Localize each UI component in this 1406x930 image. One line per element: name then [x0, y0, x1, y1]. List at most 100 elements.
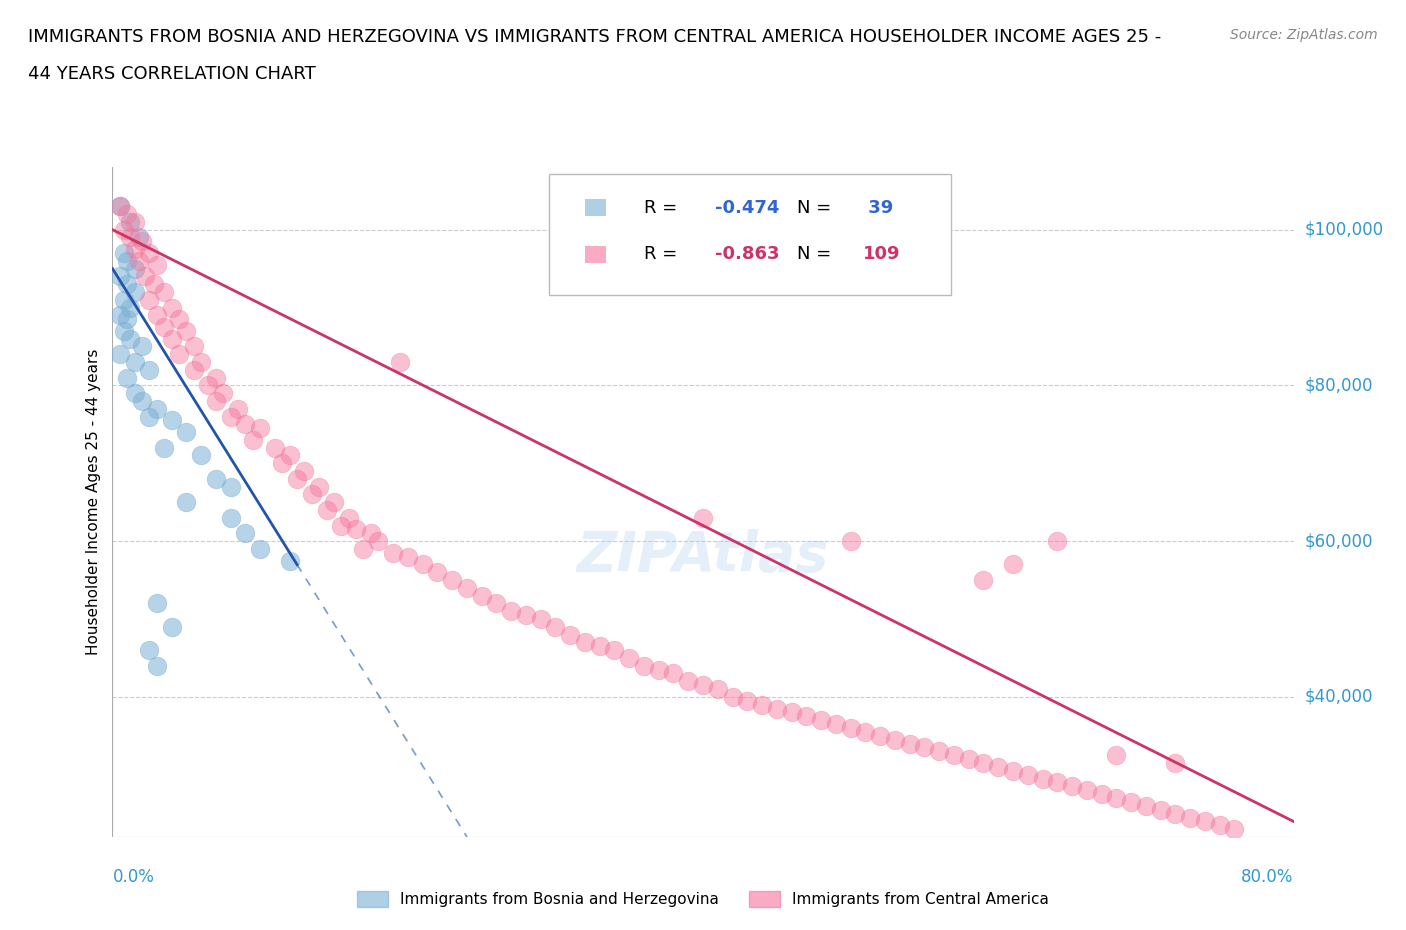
FancyBboxPatch shape [585, 199, 606, 216]
Point [706, 682, 728, 697]
Point [226, 402, 249, 417]
Point [1001, 764, 1024, 778]
Point [278, 448, 301, 463]
Point [662, 666, 685, 681]
Point [134, 269, 156, 284]
Point [1178, 810, 1201, 825]
Point [1046, 775, 1069, 790]
Point [190, 448, 212, 463]
Point [146, 658, 169, 673]
Point [1164, 755, 1187, 770]
Point [692, 678, 714, 693]
Point [1032, 771, 1054, 786]
Point [205, 393, 228, 408]
Point [205, 472, 228, 486]
FancyBboxPatch shape [550, 174, 950, 295]
Point [315, 502, 337, 517]
Text: N =: N = [797, 199, 838, 217]
Point [219, 479, 242, 494]
Point [1208, 817, 1232, 832]
Point [1164, 806, 1187, 821]
Point [1194, 814, 1216, 829]
Text: 109: 109 [862, 246, 900, 263]
Point [957, 751, 980, 766]
Point [131, 339, 153, 354]
Point [219, 409, 242, 424]
Point [128, 230, 150, 245]
Point [131, 234, 153, 249]
Point [146, 402, 169, 417]
Point [131, 393, 153, 408]
Point [117, 370, 138, 385]
Point [839, 721, 862, 736]
Point [233, 417, 256, 432]
Point [721, 689, 744, 704]
Point [271, 456, 294, 471]
Point [219, 511, 242, 525]
Point [1046, 534, 1069, 549]
Point [146, 308, 169, 323]
Point [942, 748, 965, 763]
Point [928, 744, 950, 759]
Point [108, 199, 131, 214]
Point [138, 409, 160, 424]
Point [1105, 748, 1128, 763]
Point [574, 635, 596, 650]
Text: 44 YEARS CORRELATION CHART: 44 YEARS CORRELATION CHART [28, 65, 316, 83]
Point [197, 378, 219, 392]
Text: $80,000: $80,000 [1305, 377, 1374, 394]
Point [112, 324, 135, 339]
Point [120, 331, 142, 346]
Point [501, 604, 523, 618]
Point [160, 619, 183, 634]
Point [292, 464, 315, 479]
Point [869, 728, 891, 743]
Point [1105, 790, 1128, 805]
Point [470, 588, 494, 603]
Point [124, 285, 146, 299]
Point [138, 643, 160, 658]
Point [1091, 787, 1114, 802]
Point [619, 650, 641, 665]
Point [301, 487, 323, 502]
Point [973, 755, 995, 770]
Point [751, 698, 773, 712]
Point [426, 565, 449, 579]
Point [249, 541, 271, 556]
Point [112, 246, 135, 260]
Point [987, 760, 1010, 775]
Point [382, 545, 405, 560]
Text: R =: R = [644, 199, 683, 217]
Text: 80.0%: 80.0% [1241, 868, 1294, 885]
Point [174, 324, 197, 339]
Point [588, 639, 610, 654]
Point [337, 511, 360, 525]
Point [330, 518, 353, 533]
Text: 0.0%: 0.0% [112, 868, 155, 885]
Point [544, 619, 567, 634]
Point [678, 674, 700, 689]
Point [1150, 803, 1173, 817]
Point [796, 709, 818, 724]
Point [174, 425, 197, 440]
Point [174, 495, 197, 510]
Y-axis label: Householder Income Ages 25 - 44 years: Householder Income Ages 25 - 44 years [86, 349, 101, 656]
Point [153, 440, 176, 455]
Point [183, 339, 205, 354]
Text: R =: R = [644, 246, 683, 263]
Point [138, 292, 160, 307]
Point [456, 580, 478, 595]
Point [108, 347, 131, 362]
Point [285, 472, 308, 486]
Point [558, 627, 582, 642]
Point [146, 596, 169, 611]
Point [692, 511, 714, 525]
Point [249, 420, 271, 435]
Point [153, 320, 176, 335]
Point [1076, 783, 1098, 798]
Point [515, 607, 537, 622]
Point [117, 253, 138, 268]
Point [124, 261, 146, 276]
Point [160, 331, 183, 346]
Point [810, 712, 832, 727]
